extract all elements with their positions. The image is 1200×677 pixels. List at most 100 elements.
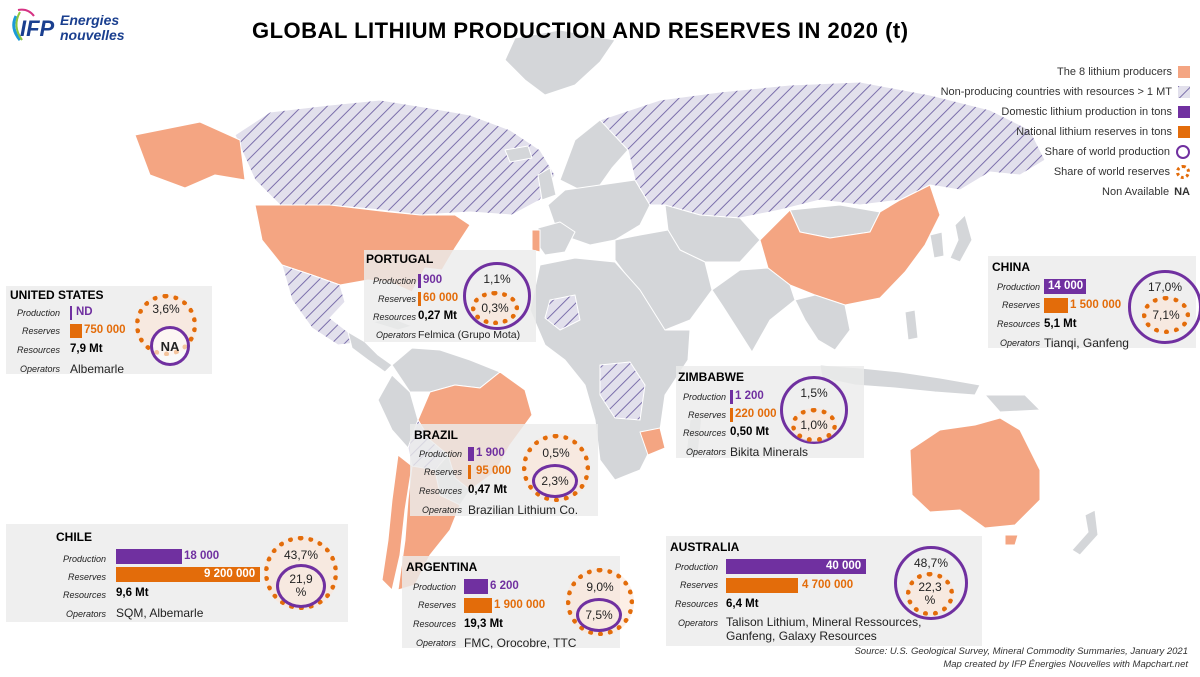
country-name: BRAZIL bbox=[414, 428, 458, 442]
page-title: GLOBAL LITHIUM PRODUCTION AND RESERVES I… bbox=[252, 18, 909, 43]
production-share-ring-chile: 21,9 % bbox=[276, 564, 326, 608]
reserves-bar bbox=[116, 567, 260, 582]
production-label: Production bbox=[62, 554, 106, 564]
production-label: Production bbox=[16, 308, 60, 318]
reserves-label: Reserves bbox=[377, 294, 416, 304]
reserves-swatch bbox=[1178, 126, 1190, 138]
production-label: Production bbox=[682, 392, 726, 402]
producer-swatch bbox=[1178, 66, 1190, 78]
production-share-ring-zimbabwe: 1,5% bbox=[780, 376, 848, 444]
operators-value: FMC, Orocobre, TTC bbox=[464, 636, 577, 650]
reserves-value: 1 900 000 bbox=[494, 599, 546, 611]
reserves-label: Reserves bbox=[679, 580, 718, 590]
papua bbox=[984, 394, 1041, 413]
legend-label: National lithium reserves in tons bbox=[1016, 126, 1172, 138]
tasmania bbox=[1004, 534, 1019, 546]
operators-label: Operators bbox=[19, 364, 60, 374]
production-share: 48,7% bbox=[913, 556, 949, 570]
production-share: 21,9 % bbox=[289, 572, 313, 599]
reserves-value: 220 000 bbox=[735, 408, 777, 420]
canada bbox=[234, 99, 556, 216]
philippines bbox=[904, 309, 919, 341]
ifp-logo-mark bbox=[12, 8, 35, 41]
reserves-bar bbox=[468, 465, 471, 479]
portugal bbox=[531, 229, 541, 253]
country-name: ARGENTINA bbox=[406, 560, 478, 574]
country-name: UNITED STATES bbox=[10, 288, 104, 302]
greenland bbox=[504, 29, 616, 96]
resources-label: Resources bbox=[418, 486, 462, 496]
operators-label: Operators bbox=[677, 618, 718, 628]
reserves-value: 60 000 bbox=[423, 292, 459, 304]
reserves-share-ring-zimbabwe: 1,0% bbox=[791, 408, 837, 442]
res-ring-icon bbox=[1176, 165, 1190, 179]
reserves-value: 9 200 000 bbox=[204, 568, 256, 580]
reserves-bar bbox=[730, 408, 733, 422]
production-share: 2,3% bbox=[541, 473, 569, 488]
source-line: Source: U.S. Geological Survey, Mineral … bbox=[854, 646, 1188, 657]
japan bbox=[949, 214, 973, 263]
production-label: Production bbox=[996, 282, 1040, 292]
operators-value: SQM, Albemarle bbox=[116, 606, 204, 620]
legend-label: Share of world production bbox=[1044, 146, 1170, 158]
production-share: 1,1% bbox=[483, 272, 511, 286]
country-name: ZIMBABWE bbox=[678, 370, 744, 384]
legend-item-na: Non Available NA bbox=[870, 182, 1190, 202]
production-share-ring-argentina: 7,5% bbox=[576, 598, 622, 632]
operators-value: Felmica (Grupo Mota) bbox=[418, 329, 521, 341]
reserves-share-ring-portugal: 0,3% bbox=[471, 291, 519, 325]
reserves-share: 0,3% bbox=[481, 300, 509, 315]
operators-value-line1: Talison Lithium, Mineral Ressources, bbox=[726, 615, 922, 629]
resources-value: 0,50 Mt bbox=[730, 426, 769, 438]
reserves-share: 9,0% bbox=[586, 580, 614, 594]
reserves-label: Reserves bbox=[21, 326, 60, 336]
alaska bbox=[134, 121, 246, 189]
production-bar bbox=[70, 306, 72, 320]
operators-value-line2: Ganfeng, Galaxy Resources bbox=[726, 629, 877, 643]
central-america bbox=[347, 331, 393, 373]
country-name: CHINA bbox=[992, 260, 1030, 274]
reserves-share-ring-china: 7,1% bbox=[1142, 296, 1190, 334]
production-bar bbox=[468, 447, 474, 461]
reserves-bar bbox=[418, 292, 421, 306]
legend-item-reserves: National lithium reserves in tons bbox=[870, 122, 1190, 142]
reserves-value: 1 500 000 bbox=[1070, 299, 1122, 311]
production-label: Production bbox=[372, 276, 416, 286]
resources-label: Resources bbox=[996, 319, 1040, 329]
legend-item-resources: Non-producing countries with resources >… bbox=[870, 82, 1190, 102]
production-share: 1,5% bbox=[800, 386, 828, 400]
korea bbox=[929, 231, 945, 259]
reserves-share: 3,6% bbox=[152, 302, 180, 316]
production-share-ring-australia: 48,7% bbox=[894, 546, 968, 620]
legend-label: Non Available bbox=[1102, 186, 1170, 198]
logo-line2: nouvelles bbox=[60, 27, 125, 43]
legend-label: The 8 lithium producers bbox=[1057, 66, 1172, 78]
production-share-ring-us: NA bbox=[150, 326, 190, 366]
reserves-label: Reserves bbox=[1001, 300, 1040, 310]
reserves-label: Reserves bbox=[67, 572, 106, 582]
australia bbox=[909, 417, 1041, 529]
reserves-bar bbox=[70, 324, 82, 338]
source-note: Source: U.S. Geological Survey, Mineral … bbox=[854, 645, 1188, 671]
dr-congo bbox=[599, 361, 646, 421]
resources-value: 0,47 Mt bbox=[468, 484, 507, 496]
legend-label: Non-producing countries with resources >… bbox=[940, 86, 1172, 98]
operators-label: Operators bbox=[685, 447, 726, 457]
reserves-label: Reserves bbox=[423, 467, 462, 477]
production-bar bbox=[464, 579, 488, 594]
legend-item-producers: The 8 lithium producers bbox=[870, 62, 1190, 82]
prod-ring-icon bbox=[1176, 145, 1190, 159]
production-label: Production bbox=[418, 449, 462, 459]
reserves-share: 43,7% bbox=[283, 548, 319, 562]
production-value: 14 000 bbox=[1048, 280, 1084, 292]
mali bbox=[544, 294, 581, 331]
production-share-ring-portugal: 1,1% bbox=[463, 262, 531, 330]
production-bar bbox=[730, 390, 733, 404]
country-name: PORTUGAL bbox=[366, 252, 434, 266]
uk bbox=[537, 167, 557, 201]
reserves-share: 7,1% bbox=[1152, 307, 1180, 322]
production-value: 900 bbox=[423, 274, 443, 286]
resources-label: Resources bbox=[372, 312, 416, 322]
production-bar bbox=[1044, 279, 1086, 294]
resources-label: Resources bbox=[412, 619, 456, 629]
